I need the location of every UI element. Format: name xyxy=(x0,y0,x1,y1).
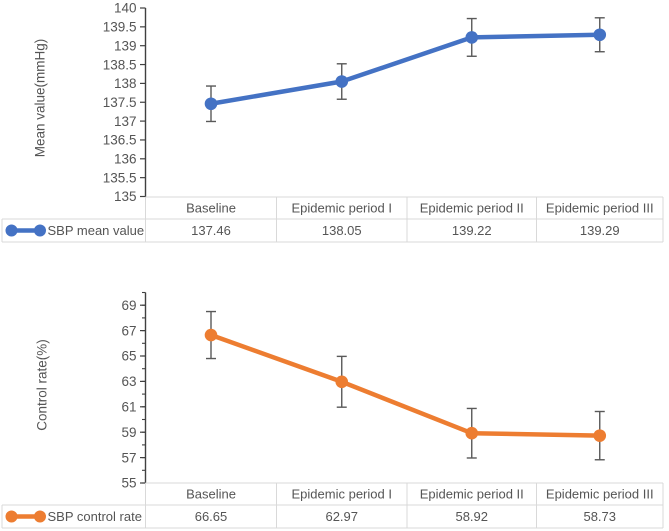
y-axis-tick-label: 137 xyxy=(114,114,137,129)
table-value-label: 138.05 xyxy=(322,223,362,238)
table-category-label: Epidemic period I xyxy=(292,487,392,502)
legend-series-name: SBP mean value xyxy=(48,223,145,238)
y-axis-tick-label: 140 xyxy=(114,1,137,16)
data-point-marker xyxy=(465,31,479,44)
legend-marker-dot xyxy=(5,224,18,237)
data-point-marker xyxy=(204,328,218,342)
series-line xyxy=(208,32,602,107)
table-value-label: 58.73 xyxy=(583,509,616,524)
y-axis-tick-label: 136.5 xyxy=(103,133,137,148)
y-axis-tick-label: 63 xyxy=(121,374,136,389)
y-axis-tick-label: 65 xyxy=(121,349,136,364)
table-category-label: Baseline xyxy=(186,487,236,502)
y-axis-tick-label: 69 xyxy=(121,298,136,313)
y-axis-title: Mean value(mmHg) xyxy=(33,39,48,158)
table-value-label: 66.65 xyxy=(195,509,228,524)
legend-marker-dot xyxy=(34,224,46,237)
y-axis-title: Control rate(%) xyxy=(35,339,50,431)
table-category-label: Epidemic period II xyxy=(420,201,524,216)
y-axis-tick-label: 135 xyxy=(114,189,137,204)
y-axis-tick-label: 136 xyxy=(114,152,137,167)
data-point-marker xyxy=(593,28,607,42)
y-axis-tick-label: 138.5 xyxy=(103,57,137,72)
sbp-mean-value-chart: Mean value(mmHg) 140 139.5 139 138.5 138 137.5… xyxy=(1,1,664,243)
table-category-label: Baseline xyxy=(186,201,236,216)
y-axis-tick-label: 57 xyxy=(121,450,136,465)
table-value-label: 62.97 xyxy=(325,509,358,524)
table-category-label: Epidemic period II xyxy=(420,487,524,502)
data-point-marker xyxy=(465,426,479,440)
table-category-label: Epidemic period III xyxy=(546,487,654,502)
table-category-label: Epidemic period I xyxy=(292,201,392,216)
y-axis-tick-label: 61 xyxy=(121,400,136,415)
table-value-label: 139.22 xyxy=(452,223,492,238)
table-category-label: Epidemic period III xyxy=(546,201,654,216)
data-point-marker xyxy=(335,75,349,88)
sbp-control-rate-chart: Control rate(%) 69 67 65 63 61 59 57 55 Baseline E… xyxy=(1,291,664,529)
y-axis-tick-label: 55 xyxy=(121,476,136,491)
data-point-marker xyxy=(335,375,349,389)
legend-marker-dot xyxy=(5,510,18,523)
y-axis-tick-label: 67 xyxy=(121,323,136,338)
table-value-label: 137.46 xyxy=(191,223,231,238)
y-axis-tick-label: 139.5 xyxy=(103,20,137,35)
y-axis-tick-label: 135.5 xyxy=(103,170,137,185)
y-axis-tick-label: 138 xyxy=(114,76,137,91)
y-axis-tick-label: 137.5 xyxy=(103,95,137,110)
legend-marker-dot xyxy=(34,510,46,523)
table-value-label: 139.29 xyxy=(580,223,620,238)
series-line xyxy=(208,332,602,438)
legend-series-name: SBP control rate xyxy=(48,509,142,524)
y-axis-tick-label: 59 xyxy=(121,425,136,440)
data-point-marker xyxy=(204,97,218,111)
data-point-marker xyxy=(593,429,607,442)
y-axis-tick-label: 139 xyxy=(114,38,137,53)
table-value-label: 58.92 xyxy=(455,509,488,524)
